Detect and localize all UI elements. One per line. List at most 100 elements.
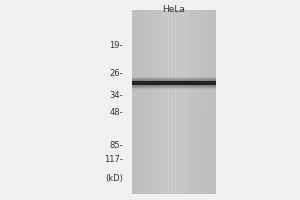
Bar [132,123,216,128]
Bar [177,10,178,194]
Bar [159,10,160,194]
Bar [132,127,216,132]
Bar [163,10,164,194]
Bar [205,10,206,194]
Bar [132,90,216,95]
Bar [161,10,163,194]
Bar [132,68,216,72]
Bar [203,10,205,194]
Bar [164,10,166,194]
Bar [132,160,216,164]
Bar [132,192,216,197]
Bar [132,178,216,183]
Text: HeLa: HeLa [163,5,185,14]
Bar [214,10,216,194]
Bar [132,146,216,151]
Bar [149,10,151,194]
Bar [188,10,190,194]
Bar [132,173,216,178]
Bar [132,58,216,63]
Bar [132,31,216,36]
Bar [132,10,134,194]
Bar [160,10,162,194]
Bar [194,10,195,194]
Bar [168,10,170,194]
Bar [135,10,137,194]
Bar [132,109,216,114]
Bar [132,81,216,85]
Text: 26-: 26- [110,68,123,77]
Bar [213,10,215,194]
Bar [198,10,200,194]
Text: (kD): (kD) [105,174,123,184]
Bar [139,10,141,194]
Bar [156,10,158,194]
Bar [153,10,155,194]
Bar [132,12,216,17]
Bar [132,104,216,109]
Bar [182,10,184,194]
Bar [202,10,204,194]
Bar [132,78,216,88]
Bar [132,77,216,82]
Bar [132,10,216,194]
Bar [140,10,142,194]
Bar [132,72,216,77]
Bar [134,10,135,194]
Text: 34-: 34- [110,90,123,99]
Bar [178,10,180,194]
Bar [170,10,172,194]
Bar [146,10,148,194]
Bar [132,169,216,174]
Bar [136,10,138,194]
Bar [132,114,216,118]
Text: 117-: 117- [104,156,123,164]
Bar [132,49,216,54]
Bar [132,118,216,123]
Bar [167,10,169,194]
Bar [132,155,216,160]
Bar [132,95,216,100]
Text: 48-: 48- [110,108,123,117]
Bar [181,10,183,194]
Bar [132,132,216,137]
Bar [171,10,173,194]
Bar [210,10,212,194]
Bar [132,40,216,45]
Bar [132,21,216,26]
Bar [185,10,187,194]
Bar [132,17,216,22]
Bar [176,10,177,194]
Bar [172,10,174,194]
Bar [157,10,159,194]
Bar [196,10,198,194]
Bar [132,164,216,169]
Bar [138,10,139,194]
Bar [195,10,197,194]
Bar [166,10,167,194]
Bar [132,187,216,192]
Bar [180,10,181,194]
Bar [187,10,188,194]
Bar [154,10,156,194]
Text: 85-: 85- [110,142,123,150]
Bar [132,81,216,86]
Bar [132,45,216,49]
Bar [132,141,216,146]
Bar [132,35,216,40]
Bar [174,10,176,194]
Bar [189,10,191,194]
Bar [132,136,216,141]
Bar [191,10,193,194]
Bar [206,10,208,194]
Bar [184,10,185,194]
Bar [132,54,216,58]
Bar [209,10,211,194]
Bar [132,86,216,91]
Text: 19-: 19- [110,40,123,49]
Bar [132,150,216,155]
Bar [145,10,146,194]
Bar [212,10,214,194]
Bar [199,10,201,194]
Bar [132,80,216,86]
